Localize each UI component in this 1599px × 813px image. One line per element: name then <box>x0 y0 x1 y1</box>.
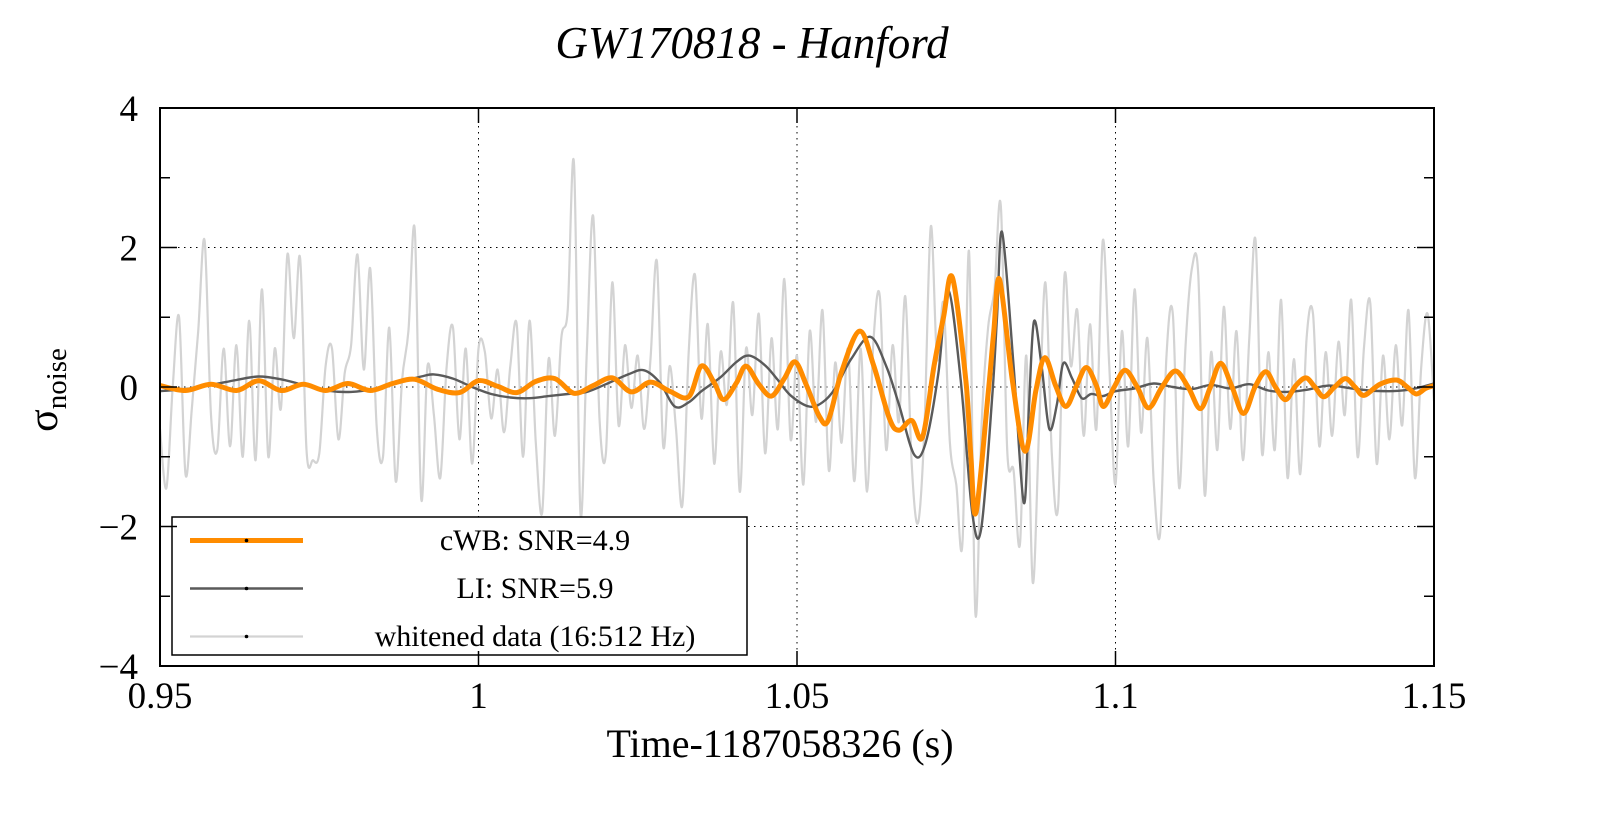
x-tick-label: 1.1 <box>1092 676 1138 717</box>
x-tick-label: 1.05 <box>765 676 830 717</box>
x-tick-label: 1.15 <box>1402 676 1467 717</box>
tick-labels: 0.95 1 1.05 1.1 1.15 −4 −2 0 2 4 <box>99 89 1467 717</box>
legend-sample-dot-cwb <box>244 538 249 543</box>
series-line-whitened <box>160 158 1434 618</box>
legend-label-li: LI: SNR=5.9 <box>457 572 614 605</box>
series-layer <box>160 158 1434 618</box>
y-axis-label-main: σ <box>21 409 67 432</box>
legend-sample-dot-whitened <box>244 634 249 639</box>
chart-title: GW170818 - Hanford <box>555 18 949 68</box>
series-line-cwb <box>160 273 1434 517</box>
x-axis-label: Time-1187058326 (s) <box>606 721 953 766</box>
legend-label-whitened: whitened data (16:512 Hz) <box>375 620 696 653</box>
legend-box: cWB: SNR=4.9 LI: SNR=5.9 whitened data (16… <box>171 516 748 656</box>
y-tick-label: −2 <box>99 508 138 549</box>
y-tick-label: 2 <box>120 229 139 270</box>
x-tick-label: 0.95 <box>128 676 193 717</box>
grid-layer <box>160 108 1434 666</box>
y-tick-label: 0 <box>120 368 139 409</box>
y-tick-label: −4 <box>99 647 138 688</box>
legend-sample-dot-li <box>244 586 249 591</box>
x-tick-label: 1 <box>469 676 488 717</box>
y-axis-label: σnoise <box>21 348 73 432</box>
plot-frame <box>159 107 1435 667</box>
legend-label-cwb: cWB: SNR=4.9 <box>440 524 630 557</box>
y-tick-label: 4 <box>120 89 139 130</box>
y-axis-label-sub: noise <box>41 348 73 409</box>
